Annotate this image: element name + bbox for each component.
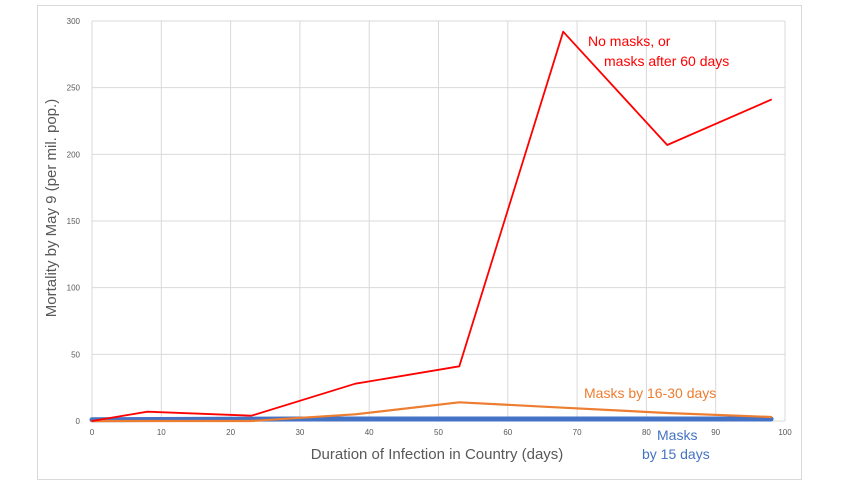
x-tick-label: 0 bbox=[90, 428, 95, 437]
x-tick-label: 60 bbox=[503, 428, 512, 437]
y-tick-label: 50 bbox=[71, 350, 80, 359]
x-tick-label: 90 bbox=[711, 428, 720, 437]
line-chart: 0 10 20 30 40 50 60 70 80 90 100 0 50 100 150 200 250 30… bbox=[43, 17, 792, 463]
annotation-masks-16-30: Masks by 16-30 days bbox=[584, 385, 716, 401]
x-tick-labels: 0 10 20 30 40 50 60 70 80 90 100 bbox=[90, 428, 792, 437]
x-tick-label: 70 bbox=[573, 428, 582, 437]
x-tick-label: 10 bbox=[157, 428, 166, 437]
y-axis-title: Mortality by May 9 (per mil. pop.) bbox=[43, 99, 60, 317]
x-tick-label: 50 bbox=[434, 428, 443, 437]
series-line-2 bbox=[90, 401, 773, 423]
x-tick-label: 20 bbox=[226, 428, 235, 437]
x-tick-label: 100 bbox=[778, 428, 792, 437]
series-lines bbox=[89, 30, 774, 423]
annotation-masks-15: Masks by 15 days bbox=[642, 427, 710, 462]
y-tick-label: 0 bbox=[76, 417, 81, 426]
x-tick-label: 40 bbox=[365, 428, 374, 437]
y-tick-label: 150 bbox=[67, 217, 81, 226]
x-tick-label: 30 bbox=[295, 428, 304, 437]
x-tick-label: 80 bbox=[642, 428, 651, 437]
grid bbox=[91, 20, 786, 422]
y-tick-label: 100 bbox=[67, 284, 81, 293]
y-tick-label: 300 bbox=[67, 17, 81, 26]
y-tick-labels: 0 50 100 150 200 250 300 bbox=[67, 17, 81, 426]
annotation-no-masks: No masks, or masks after 60 days bbox=[588, 33, 729, 69]
series-line-1 bbox=[91, 30, 772, 422]
series-line-3 bbox=[89, 416, 774, 423]
y-tick-label: 250 bbox=[67, 84, 81, 93]
y-tick-label: 200 bbox=[67, 150, 81, 159]
chart-frame: 0 10 20 30 40 50 60 70 80 90 100 0 50 100 150 200 250 30… bbox=[37, 5, 802, 480]
x-axis-title: Duration of Infection in Country (days) bbox=[311, 446, 564, 463]
